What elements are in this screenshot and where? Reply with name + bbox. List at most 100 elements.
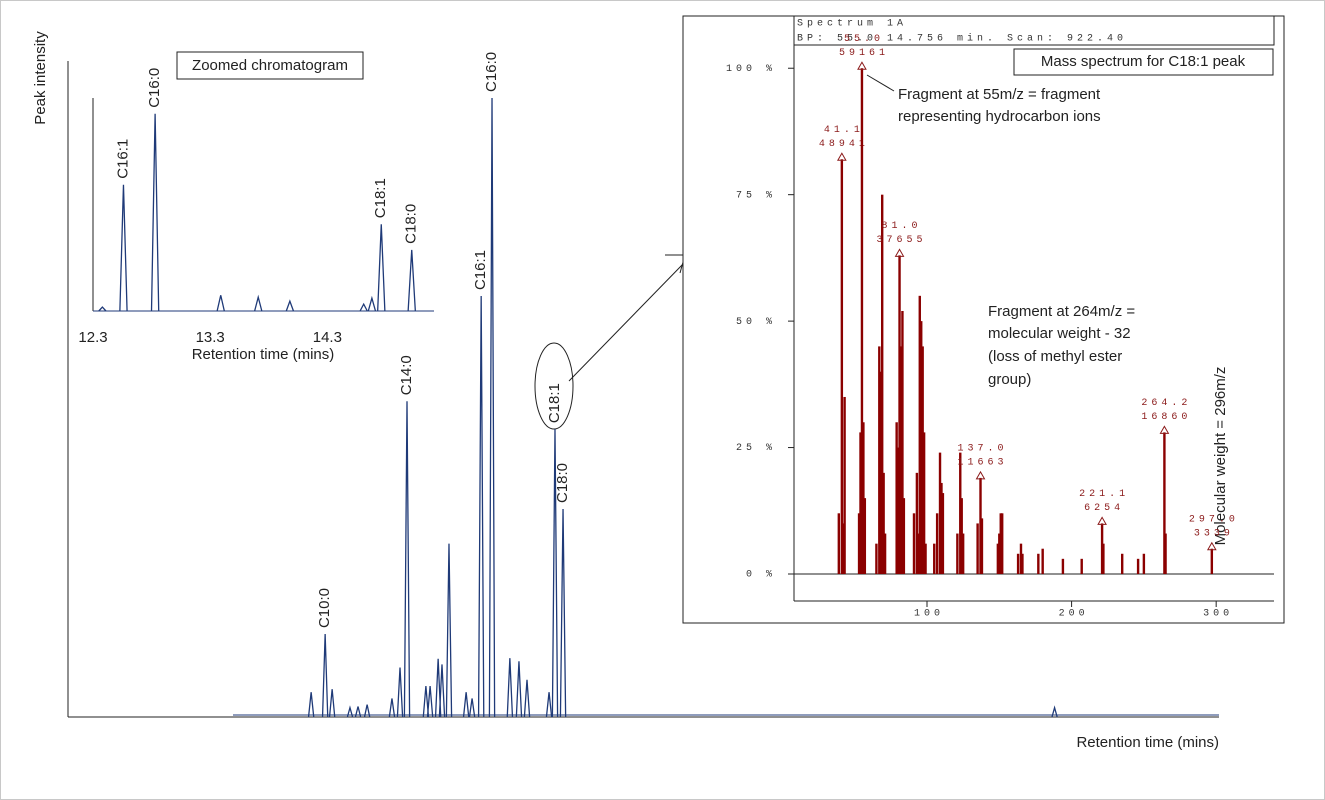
count-label: 11663 <box>957 458 1007 469</box>
bar <box>837 513 841 574</box>
peak-label: C16:0 <box>146 68 163 108</box>
label-arrow <box>836 152 847 161</box>
y-axis-title: Peak intensity <box>32 31 49 125</box>
label-arrow <box>857 61 867 70</box>
mz-label: 221.1 <box>1079 489 1129 500</box>
mz-label: 55.0 <box>844 34 884 45</box>
zoom-title-box <box>176 51 364 80</box>
bar <box>1016 553 1020 574</box>
bar <box>879 371 882 574</box>
spectrum-header: BP: 55.0 14.756 min. Scan: 922.40 <box>797 33 1127 45</box>
highlight-ellipse <box>534 342 574 430</box>
peak <box>396 667 404 718</box>
peak <box>445 543 453 718</box>
x-tick-label: 200 <box>1059 609 1089 620</box>
bar <box>899 346 903 574</box>
bar <box>859 432 862 574</box>
annotation: Fragment at 264m/z = <box>988 303 1135 320</box>
spectrum-title-box <box>1013 48 1274 76</box>
bar <box>860 68 864 574</box>
peak <box>488 97 496 718</box>
bar <box>1037 553 1040 574</box>
bar <box>896 447 900 574</box>
peak <box>422 685 430 718</box>
bar <box>979 477 982 574</box>
peak <box>426 685 434 718</box>
bar <box>1080 558 1083 574</box>
label-arrow <box>975 470 986 480</box>
count-label: 3339 <box>1194 528 1234 539</box>
bar <box>1142 553 1146 574</box>
x-tick-label: 300 <box>1203 609 1233 620</box>
peak <box>346 705 354 718</box>
bar <box>841 523 845 574</box>
spectrum-box <box>682 15 1285 624</box>
spectrum-header: Spectrum 1A <box>797 19 907 30</box>
bar <box>912 513 916 574</box>
label-arrow <box>1097 516 1107 525</box>
peak-label: C10:0 <box>316 588 333 628</box>
label-arrow <box>1159 425 1170 434</box>
peak <box>321 634 329 718</box>
peak-label: C16:1 <box>472 250 489 290</box>
x-tick-label: 12.3 <box>78 329 107 346</box>
count-label: 16860 <box>1141 412 1191 423</box>
bar <box>1100 523 1104 574</box>
bar <box>880 194 884 574</box>
bar <box>959 452 962 574</box>
annotation-arrow <box>866 74 895 92</box>
peak <box>354 706 362 718</box>
bar <box>924 543 927 574</box>
peak <box>359 302 368 312</box>
bar <box>1120 553 1124 574</box>
bar <box>1019 543 1023 574</box>
bar <box>1041 548 1044 574</box>
bar <box>941 493 945 574</box>
bar <box>960 498 963 574</box>
peak <box>367 295 377 312</box>
peak-label: C18:1 <box>546 383 563 423</box>
peak <box>1051 705 1058 718</box>
bar <box>857 513 861 574</box>
bar <box>918 295 921 574</box>
bar <box>1061 558 1065 574</box>
zoom-title: Zoomed chromatogram <box>192 57 348 74</box>
count-label: 37655 <box>877 235 927 246</box>
peak-label: C16:0 <box>483 52 500 92</box>
peak <box>363 704 371 718</box>
mz-label: 81.0 <box>882 221 922 232</box>
bar <box>921 346 924 574</box>
y-tick-label: 0 % <box>746 570 776 581</box>
x-tick-label: 13.3 <box>196 329 225 346</box>
peak <box>285 299 295 312</box>
label-arrow <box>1206 541 1217 551</box>
peak <box>559 508 567 718</box>
bar <box>920 321 923 574</box>
y-tick-label: 75 % <box>736 190 776 201</box>
zoom-x-axis-title: Retention time (mins) <box>192 346 335 363</box>
peak <box>150 113 160 312</box>
bar <box>980 518 984 574</box>
bar <box>895 422 898 574</box>
peak <box>506 658 514 718</box>
annotation: Molecular weight = 296m/z <box>1212 367 1229 546</box>
annotation: group) <box>988 371 1031 388</box>
peak <box>307 692 315 718</box>
bar <box>915 472 919 574</box>
spectrum-panel: Spectrum 1A BP: 55.0 14.756 min. Scan: 9… <box>682 15 1285 624</box>
y-tick-label: 50 % <box>736 317 776 328</box>
bar <box>862 422 865 574</box>
annotation: representing hydrocarbon ions <box>898 108 1101 125</box>
bar <box>938 452 942 574</box>
peak <box>551 429 559 718</box>
peak <box>477 296 485 718</box>
bar <box>843 396 846 574</box>
bar <box>922 432 926 574</box>
peak <box>407 249 416 312</box>
connector <box>568 262 685 382</box>
peak <box>515 661 523 718</box>
bar <box>933 543 936 574</box>
x-tick-label: 14.3 <box>313 329 342 346</box>
